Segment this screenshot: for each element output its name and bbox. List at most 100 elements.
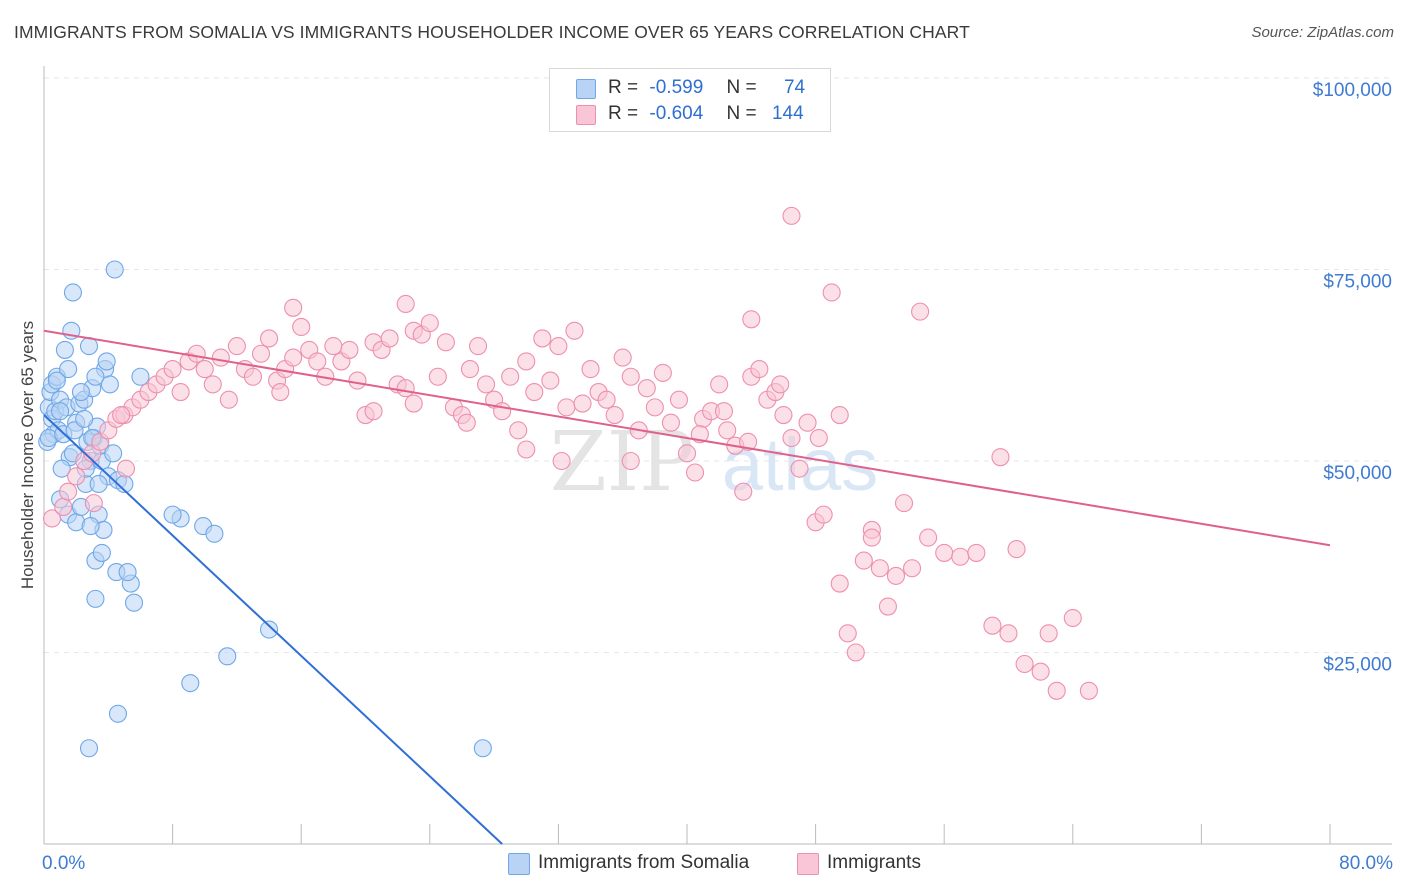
point-1-132: [621, 451, 640, 471]
point-1-83: [710, 375, 729, 394]
point-1-101: [854, 551, 873, 570]
point-1-62: [541, 371, 560, 390]
point-0-68: [71, 383, 91, 402]
point-1-71: [613, 348, 632, 367]
point-1-141: [84, 494, 103, 513]
point-1-42: [380, 329, 399, 348]
point-1-48: [428, 367, 447, 386]
point-1-138: [396, 294, 415, 314]
point-1-98: [830, 574, 849, 593]
point-1-128: [690, 425, 709, 444]
point-1-44: [396, 379, 415, 398]
point-0-47: [81, 517, 100, 536]
x-tick-label-right: 80.0%: [1339, 853, 1393, 874]
point-1-142: [112, 405, 131, 425]
point-1-131: [771, 375, 790, 394]
y-tick-label-0: $25,000: [1323, 655, 1392, 676]
legend-r-value-immigrants: -0.604: [649, 103, 704, 124]
point-1-139: [284, 348, 303, 367]
point-1-80: [685, 463, 705, 482]
point-0-64: [108, 704, 127, 723]
tick-labels: $25,000 $50,000 $75,000 $100,000 0.0% 80.0%: [42, 80, 1393, 874]
point-1-78: [669, 390, 689, 409]
point-1-140: [116, 459, 136, 478]
point-0-53: [118, 563, 137, 582]
point-1-65: [565, 321, 584, 340]
point-1-92: [782, 428, 801, 448]
point-1-110: [951, 547, 970, 566]
point-1-86: [734, 482, 753, 501]
point-1-108: [919, 528, 938, 547]
point-1-119: [1039, 624, 1058, 643]
point-1-127: [809, 428, 828, 448]
point-0-59: [86, 589, 105, 608]
point-0-17: [52, 459, 71, 478]
point-1-126: [782, 206, 801, 225]
point-1-115: [1031, 662, 1050, 681]
point-1-133: [517, 440, 536, 459]
point-1-99: [838, 624, 857, 643]
point-1-21: [211, 348, 230, 367]
point-0-39: [100, 375, 119, 394]
point-1-2: [59, 482, 78, 501]
point-1-53: [468, 337, 488, 356]
point-1-67: [581, 360, 600, 379]
point-1-91: [774, 405, 793, 425]
point-1-118: [1063, 608, 1082, 628]
point-0-35: [105, 260, 124, 279]
point-0-71: [47, 371, 66, 390]
legend-r-label: R =: [608, 77, 639, 98]
legend-n-value-somalia: 74: [783, 77, 806, 98]
x-tick-label-left: 0.0%: [42, 853, 85, 874]
trend-line-1: [43, 329, 1331, 547]
point-1-116: [1047, 681, 1066, 700]
bottom-legend-swatch-somalia: [508, 853, 530, 875]
point-1-35: [324, 337, 343, 356]
point-0-73: [75, 409, 94, 428]
point-1-72: [621, 367, 640, 386]
point-1-38: [348, 371, 367, 390]
point-1-94: [798, 413, 817, 432]
legend-swatch-immigrants: [576, 105, 596, 125]
point-1-105: [886, 566, 906, 585]
point-1-20: [203, 375, 222, 394]
point-1-47: [420, 314, 439, 333]
point-1-30: [284, 298, 303, 317]
point-1-1: [54, 497, 73, 517]
point-1-129: [714, 402, 734, 421]
axes: [43, 66, 1392, 845]
point-1-19: [195, 360, 214, 379]
point-0-32: [55, 340, 74, 359]
point-0-63: [181, 674, 200, 693]
point-1-64: [557, 398, 576, 417]
point-1-63: [549, 337, 568, 356]
point-0-60: [163, 505, 182, 524]
point-0-58: [205, 524, 224, 543]
point-1-125: [862, 528, 881, 547]
point-1-60: [525, 383, 544, 402]
point-1-27: [259, 329, 279, 348]
point-1-37: [340, 340, 359, 359]
point-1-49: [436, 333, 455, 352]
bottom-legend-label-somalia: Immigrants from Somalia: [538, 852, 750, 873]
y-tick-label-3: $100,000: [1313, 80, 1392, 101]
point-1-113: [999, 624, 1018, 643]
point-1-79: [677, 444, 697, 463]
chart-title: IMMIGRANTS FROM SOMALIA VS IMMIGRANTS HO…: [14, 22, 970, 42]
point-0-61: [218, 647, 237, 666]
point-1-130: [739, 432, 758, 451]
correlation-legend: R = -0.599 N = 74 R = -0.604 N = 144: [549, 68, 831, 132]
point-1-70: [605, 405, 624, 425]
point-1-61: [533, 329, 552, 348]
y-tick-label-2: $75,000: [1323, 272, 1392, 293]
point-1-75: [645, 398, 664, 417]
point-1-77: [661, 413, 680, 432]
trend-lines: [43, 329, 1331, 845]
point-1-114: [1015, 654, 1034, 674]
legend-n-label: N =: [726, 77, 757, 98]
point-1-25: [243, 367, 263, 386]
point-1-16: [171, 383, 190, 402]
point-1-31: [292, 317, 311, 337]
point-1-93: [790, 459, 809, 478]
